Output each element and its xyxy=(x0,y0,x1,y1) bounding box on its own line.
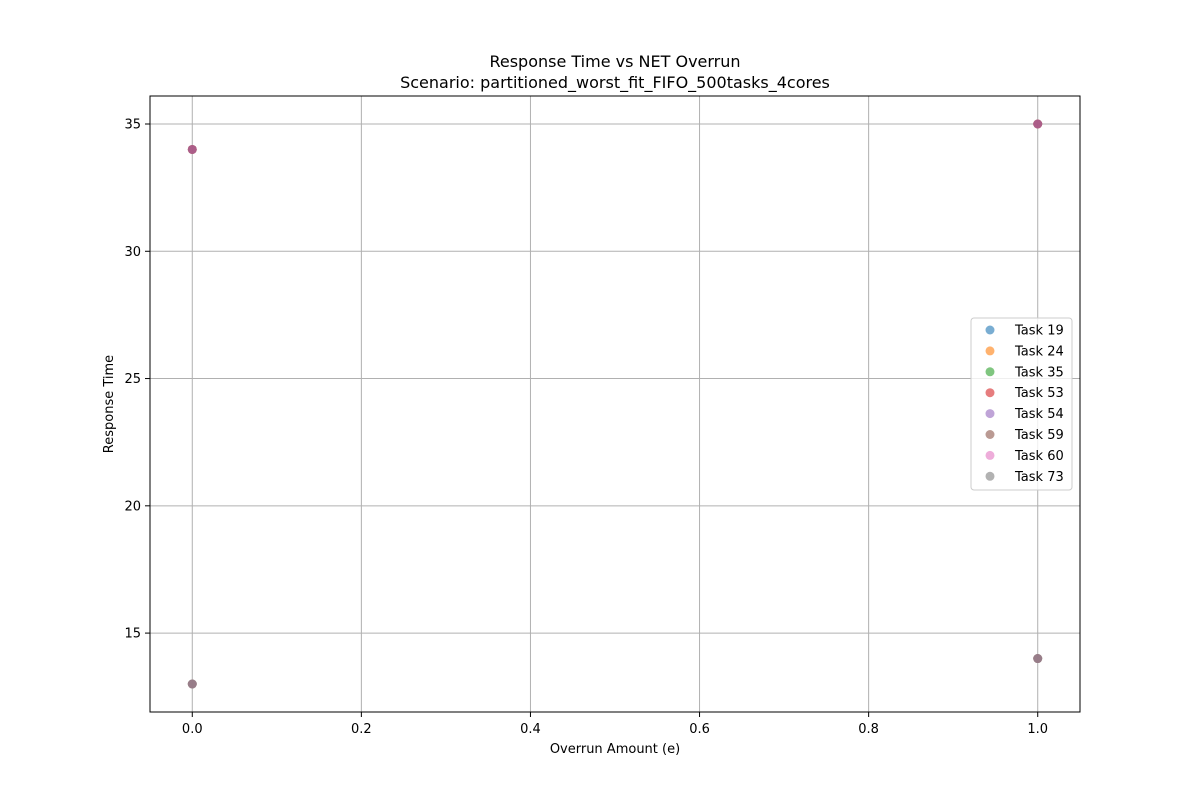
legend-items: Task 19 Task 24 Task 35 Task 53 Task 54 Task … xyxy=(985,324,1064,485)
x-tick-label: 0.4 xyxy=(520,722,541,737)
points-layer xyxy=(187,119,1043,689)
legend-label: Task 19 xyxy=(1014,324,1064,339)
legend-label: Task 59 xyxy=(1014,428,1064,443)
legend-label: Task 35 xyxy=(1014,365,1064,380)
y-tick-label: 15 xyxy=(124,627,141,642)
y-tick-label: 30 xyxy=(124,245,141,260)
legend-box xyxy=(970,317,1073,491)
x-tick-label: 1.0 xyxy=(1027,722,1048,737)
legend-marker xyxy=(985,471,995,481)
data-point xyxy=(1033,654,1043,664)
y-tick-label: 35 xyxy=(124,118,141,133)
plot-frame xyxy=(149,95,1081,713)
legend-marker xyxy=(985,430,995,439)
legend-marker xyxy=(985,450,995,460)
ticks-layer: 0.0 0.2 0.4 0.6 0.8 1.0 15 20 25 30 35 xyxy=(124,118,1048,738)
legend: Task 19 Task 24 Task 35 Task 53 Task 54 Task … xyxy=(970,317,1073,491)
legend-label: Task 60 xyxy=(1014,449,1064,464)
data-point xyxy=(187,679,197,689)
legend-marker xyxy=(985,367,995,377)
y-axis-label: Response Time xyxy=(102,355,117,453)
legend-marker xyxy=(985,346,995,356)
y-tick-label: 25 xyxy=(124,372,141,387)
grid-layer xyxy=(150,96,1080,712)
x-tick-label: 0.6 xyxy=(689,722,710,737)
legend-marker xyxy=(985,325,995,335)
plot-area xyxy=(150,96,1080,712)
chart-subtitle: Scenario: partitioned_worst_fit_FIFO_500… xyxy=(400,73,830,93)
x-axis-label: Overrun Amount (e) xyxy=(550,742,680,757)
data-point xyxy=(187,144,197,154)
x-tick-label: 0.8 xyxy=(858,722,879,737)
data-point xyxy=(1033,119,1043,129)
legend-marker xyxy=(985,409,995,419)
legend-label: Task 24 xyxy=(1014,344,1064,359)
x-tick-label: 0.0 xyxy=(182,722,203,737)
y-tick-label: 20 xyxy=(124,499,141,514)
legend-label: Task 54 xyxy=(1014,407,1064,422)
x-tick-label: 0.2 xyxy=(351,722,372,737)
legend-marker xyxy=(985,388,995,398)
legend-label: Task 53 xyxy=(1014,386,1064,401)
chart-title: Response Time vs NET Overrun xyxy=(489,52,740,71)
legend-label: Task 73 xyxy=(1014,470,1064,485)
